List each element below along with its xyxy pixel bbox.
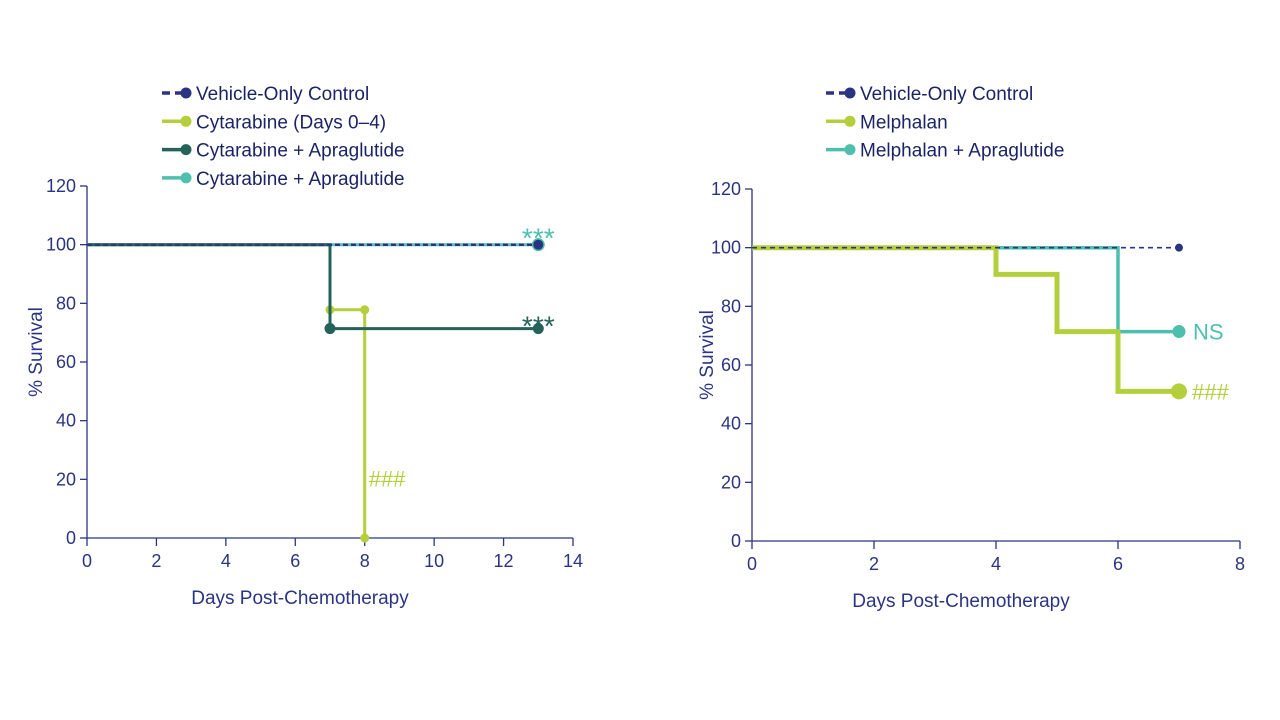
y-tick-label: 100 (711, 238, 741, 258)
legend-item: Cytarabine (Days 0–4) (162, 112, 386, 133)
legend-item: Melphalan + Apraglutide (826, 141, 1064, 162)
legend: Vehicle-Only Control Melphalan Melphalan +… (826, 84, 1064, 162)
series-marker-3 (1172, 325, 1186, 339)
series-marker-3 (532, 323, 544, 335)
x-tick-label: 8 (1235, 554, 1245, 574)
legend-item: Vehicle-Only Control (162, 84, 369, 105)
x-tick-label: 4 (991, 554, 1001, 574)
y-tick-label: 40 (56, 411, 76, 431)
series-marker-1 (1175, 243, 1183, 252)
significance-annotation: ### (1192, 379, 1229, 404)
legend-label: Melphalan + Apraglutide (860, 141, 1064, 162)
legend-swatch-marker (844, 144, 856, 156)
series-marker-2 (360, 533, 370, 543)
x-tick-label: 14 (563, 551, 583, 571)
y-axis-title: % Survival (26, 307, 47, 397)
legend-label: Cytarabine (Days 0–4) (196, 112, 386, 133)
series-line-3 (752, 245, 1179, 334)
legend-swatch-marker (180, 144, 192, 156)
y-tick-label: 60 (721, 355, 741, 375)
y-tick-label: 0 (731, 531, 741, 551)
legend-label: Cytarabine + Apraglutide (196, 169, 405, 190)
series-line-2 (752, 245, 1179, 394)
legend-label: Cytarabine + Apraglutide (196, 141, 405, 162)
significance-annotation: *** (522, 223, 555, 254)
legend-label: Vehicle-Only Control (860, 84, 1033, 105)
x-tick-label: 0 (747, 554, 757, 574)
x-axis-title: Days Post-Chemotherapy (852, 591, 1070, 612)
y-axis-title: % Survival (697, 310, 718, 400)
series-marker-2 (1171, 383, 1187, 400)
y-tick-label: 60 (56, 352, 76, 372)
significance-annotation: NS (1193, 320, 1224, 345)
y-tick-label: 0 (66, 528, 76, 548)
series-marker-2 (360, 305, 370, 315)
y-tick-label: 120 (711, 179, 741, 199)
x-tick-label: 10 (424, 551, 444, 571)
series-line-2 (87, 243, 367, 538)
legend-swatch-marker (180, 172, 192, 184)
x-tick-label: 4 (221, 551, 231, 571)
x-tick-label: 6 (290, 551, 300, 571)
chart-panel-1: 0 20 40 60 80 100 120 0 2 4 6 8 10 12 14 Days Post-Chem… (26, 84, 583, 609)
x-axis-title: Days Post-Chemotherapy (191, 588, 409, 609)
x-tick-label: 8 (360, 551, 370, 571)
y-tick-label: 100 (46, 235, 76, 255)
y-tick-label: 120 (46, 176, 76, 196)
series-marker-3 (324, 323, 336, 335)
chart-panel-2: 0 20 40 60 80 100 120 0 2 4 6 8 Days Post-Chemothera… (697, 84, 1245, 612)
y-tick-label: 80 (721, 296, 741, 316)
legend-item: Cytarabine + Apraglutide (162, 169, 405, 190)
series-line-3 (87, 243, 539, 331)
legend-item: Vehicle-Only Control (826, 84, 1033, 105)
x-tick-label: 2 (869, 554, 879, 574)
series-marker-1 (533, 239, 544, 250)
y-tick-label: 20 (721, 472, 741, 492)
x-tick-label: 12 (494, 551, 514, 571)
y-tick-label: 20 (56, 469, 76, 489)
x-tick-label: 2 (151, 551, 161, 571)
significance-annotation: ### (369, 466, 406, 491)
legend-swatch-marker (844, 87, 856, 99)
legend-label: Vehicle-Only Control (196, 84, 369, 105)
legend-swatch-marker (180, 87, 192, 99)
y-tick-label: 80 (56, 293, 76, 313)
legend-swatch-marker (180, 115, 192, 127)
legend: Vehicle-Only Control Cytarabine (Days 0–4… (162, 84, 405, 190)
legend-label: Melphalan (860, 112, 948, 133)
significance-annotation: *** (522, 311, 555, 342)
x-tick-label: 6 (1113, 554, 1123, 574)
legend-item: Melphalan (826, 112, 948, 133)
legend-item: Cytarabine + Apraglutide (162, 141, 405, 162)
y-tick-label: 40 (721, 414, 741, 434)
legend-swatch-marker (844, 115, 856, 127)
x-tick-label: 0 (82, 551, 92, 571)
